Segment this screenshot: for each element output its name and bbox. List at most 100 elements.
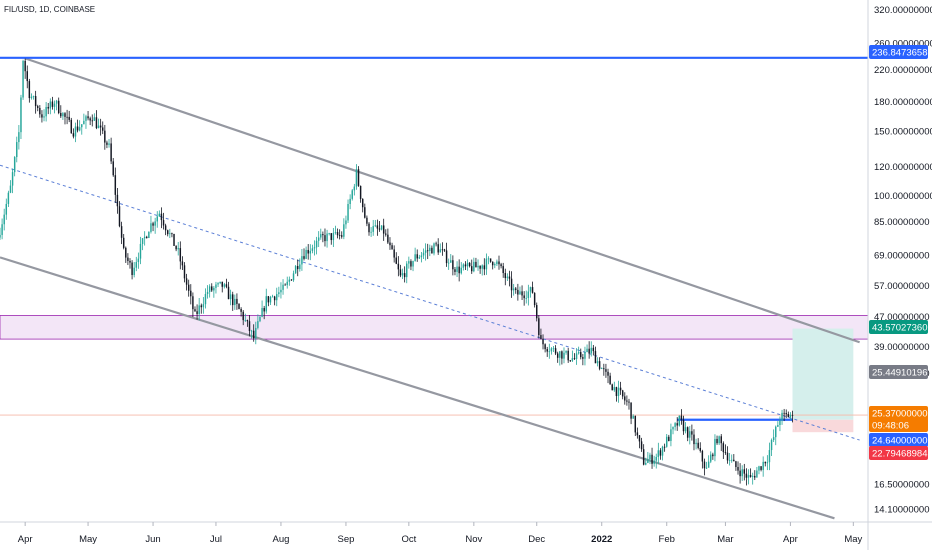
candle-body [483, 265, 486, 270]
candle-body [76, 126, 79, 131]
candle-body [556, 353, 559, 358]
candle-body [668, 436, 670, 441]
candle-body [592, 347, 595, 352]
candle-body [307, 249, 309, 254]
time-tick-label: Oct [401, 534, 416, 545]
candle-body [783, 412, 785, 414]
candle-body [387, 234, 389, 243]
candle-body [632, 415, 634, 419]
channel-upper-line [24, 57, 860, 344]
candle-body [351, 190, 353, 199]
candle-body [764, 461, 766, 464]
candle-body [30, 96, 33, 99]
candle-body [313, 247, 316, 249]
candle-body [175, 245, 177, 250]
candle-body [743, 469, 746, 474]
candle-body [450, 260, 452, 263]
candle-body [305, 249, 307, 259]
candle-body [571, 358, 574, 361]
candle-body [309, 250, 312, 254]
candle-body [707, 461, 710, 468]
sideways-zone-layer [0, 315, 869, 340]
candle-body [110, 143, 112, 162]
candle-body [519, 291, 521, 295]
candle-body [431, 247, 433, 254]
candle-body [686, 427, 689, 438]
candle-body [336, 232, 339, 236]
candle-body [613, 387, 616, 391]
candle-body [770, 440, 773, 451]
candle-body [393, 249, 395, 258]
candle-body [81, 124, 83, 128]
candle-body [43, 116, 45, 118]
candle-body [198, 305, 200, 315]
last-price-tag [869, 406, 928, 432]
candle-body [154, 221, 156, 226]
candle-body [324, 235, 326, 242]
candle-body [22, 60, 24, 98]
candle-body [435, 243, 437, 245]
price-tick-label: 14.10000000 [874, 505, 929, 516]
candle-body [586, 348, 588, 353]
candle-body [626, 400, 628, 402]
candle-body [477, 265, 479, 268]
candle-body [317, 237, 320, 241]
candle-body [569, 360, 572, 362]
candle-body [179, 248, 182, 262]
candle-body [663, 446, 666, 448]
candle-body [781, 412, 783, 421]
candle-body [78, 127, 81, 131]
candle-body [152, 223, 154, 226]
candle-body [137, 258, 140, 263]
candle-body [131, 262, 133, 276]
candle-body [471, 266, 473, 272]
candle-body [263, 308, 265, 312]
price-tick-label: 39.00000000 [874, 342, 929, 353]
candle-body [489, 258, 492, 262]
candle-body [657, 450, 660, 457]
candle-body [34, 96, 37, 107]
candle-body [420, 255, 423, 258]
symbol-title: FIL/USD, 1D, COINBASE [4, 5, 96, 14]
candle-body [684, 427, 687, 432]
candle-body [99, 125, 102, 128]
candle-body [64, 113, 66, 117]
candle-body [146, 236, 148, 238]
candle-body [538, 318, 540, 336]
time-tick-label: May [79, 534, 97, 545]
candle-body [267, 296, 270, 303]
candle-body [659, 450, 662, 456]
candle-body [703, 461, 706, 469]
candle-body [775, 426, 777, 438]
candle-body [227, 286, 230, 300]
candle-body [0, 234, 1, 238]
candle-body [269, 296, 272, 303]
channel-mid-line [0, 164, 860, 441]
candle-body [211, 286, 213, 291]
candle-body [741, 469, 743, 477]
candle-body [112, 161, 114, 176]
candle-body [361, 198, 364, 208]
candle-body [494, 264, 496, 266]
candles-layer [0, 58, 794, 486]
candle-body [296, 266, 299, 270]
candle-body [661, 446, 664, 456]
candle-body [68, 116, 70, 120]
candle-body [607, 371, 609, 376]
candle-body [93, 117, 96, 121]
candle-body [206, 291, 209, 295]
price-tick-label: 100.00000000 [874, 191, 932, 202]
candle-body [408, 261, 410, 264]
candle-body [355, 169, 358, 187]
candle-body [594, 351, 597, 364]
candle-body [70, 119, 73, 134]
candle-body [426, 250, 429, 252]
time-tick-label: Apr [783, 534, 798, 545]
candle-body [120, 226, 123, 238]
candle-body [567, 350, 569, 361]
candle-body [357, 169, 360, 186]
candle-body [244, 320, 247, 321]
candle-body [204, 294, 207, 305]
